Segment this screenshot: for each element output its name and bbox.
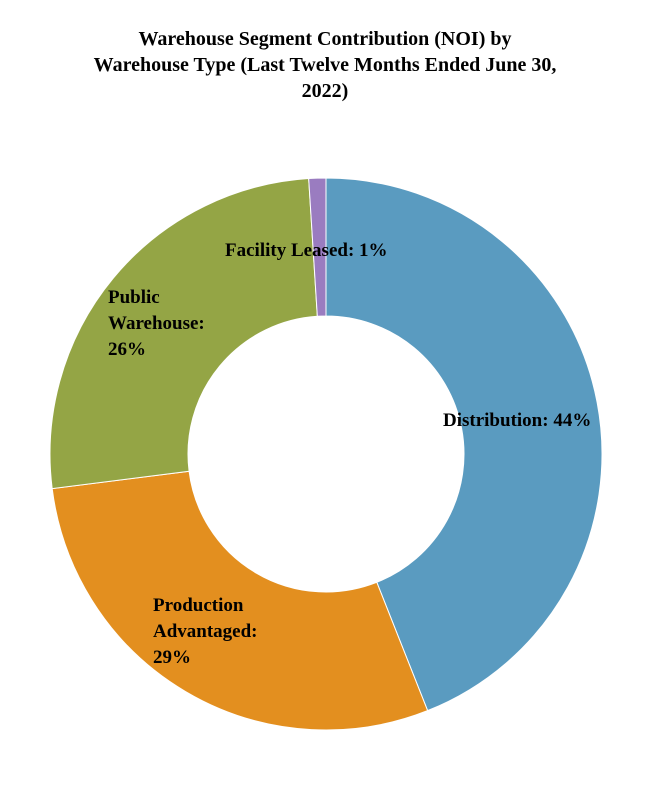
slice-label-line: Public [108,287,160,308]
slice-label-line: 29% [153,647,191,668]
slice-label-line: Advantaged: [153,621,258,642]
slice-distribution [325,177,603,712]
slice-label-distribution: Distribution: 44% [443,410,591,431]
chart-title-line-1: Warehouse Segment Contribution (NOI) by [138,28,512,50]
slice-label-line: 26% [108,339,146,360]
slice-label-facility-leased: Facility Leased: 1% [225,240,388,261]
slice-facility-leased [308,177,327,317]
chart-title-line-3: 2022) [301,80,349,102]
donut-slices [49,177,603,731]
slice-label-line: Distribution: 44% [443,410,591,431]
chart-title-line-2: Warehouse Type (Last Twelve Months Ended… [93,54,557,76]
slice-public-warehouse [49,178,318,490]
slice-labels: Distribution: 44% Production Advantaged: 29… [108,240,591,668]
slice-label-line: Production [153,595,244,616]
slice-label-public-warehouse: Public Warehouse: 26% [108,287,205,360]
chart-title: Warehouse Segment Contribution (NOI) by … [40,26,610,104]
slice-label-line: Warehouse: [108,313,205,334]
slice-label-production-advantaged: Production Advantaged: 29% [153,595,258,668]
slice-label-line: Facility Leased: 1% [225,240,388,261]
slice-production-advantaged [51,470,429,731]
